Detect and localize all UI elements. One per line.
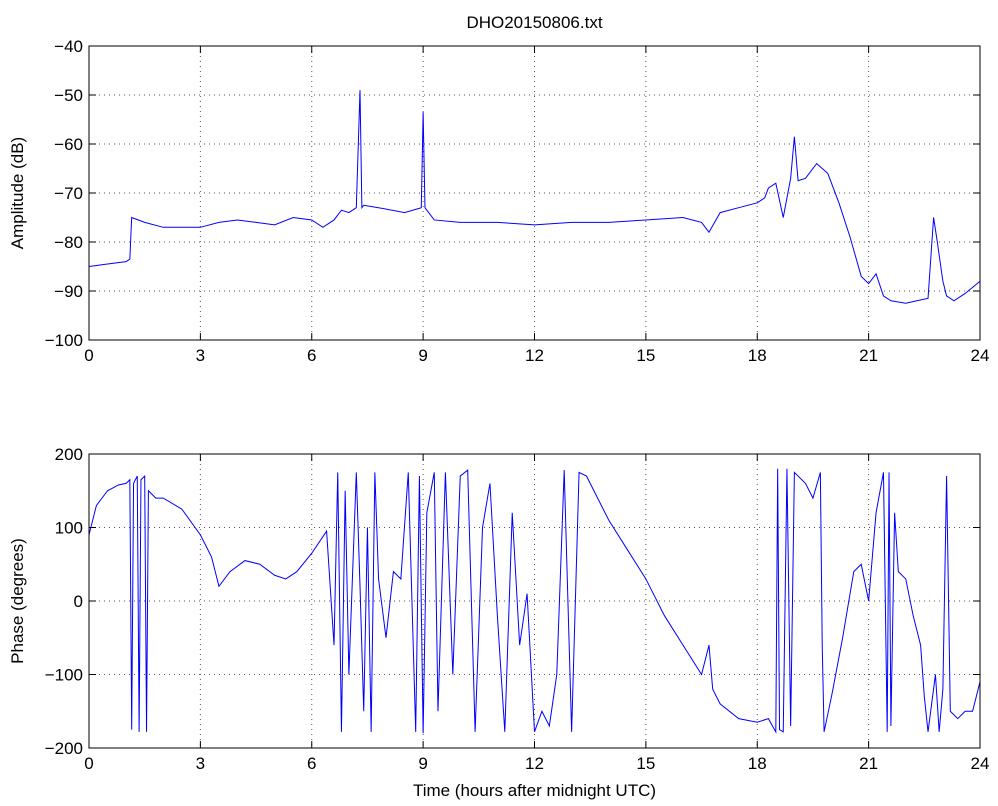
amplitude-x-tick-label: 18 (748, 346, 767, 365)
amplitude-y-tick-label: −60 (54, 135, 83, 154)
phase-x-tick-label: 21 (859, 754, 878, 773)
amplitude-x-tick-label: 12 (525, 346, 544, 365)
phase-series-line (88, 468, 981, 734)
phase-y-tick-label: 200 (55, 445, 83, 464)
chart-title: DHO20150806.txt (466, 13, 602, 32)
phase-x-tick-label: 18 (748, 754, 767, 773)
amplitude-x-tick-label: 3 (196, 346, 205, 365)
amplitude-y-tick-label: −70 (54, 184, 83, 203)
phase-y-tick-label: −100 (45, 666, 83, 685)
phase-x-axis-label: Time (hours after midnight UTC) (413, 781, 656, 800)
phase-x-tick-label: 0 (84, 754, 93, 773)
phase-y-axis-label: Phase (degrees) (8, 538, 27, 664)
phase-panel: 0 3 6 9 12 15 18 21 24 −200 −100 0 100 200 (45, 445, 990, 773)
amplitude-panel: 0 3 6 9 12 15 18 21 24 −100 −90 −80 −70 −60 −50 −40 (45, 37, 990, 365)
amplitude-y-tick-label: −100 (45, 331, 83, 350)
phase-x-tick-label: 15 (636, 754, 655, 773)
phase-x-tick-label: 3 (196, 754, 205, 773)
amplitude-y-tick-label: −40 (54, 37, 83, 56)
amplitude-x-tick-label: 6 (307, 346, 316, 365)
amplitude-y-tick-label: −50 (54, 86, 83, 105)
amplitude-series-line (88, 90, 981, 304)
phase-x-tick-label: 24 (971, 754, 990, 773)
phase-x-tick-label: 9 (418, 754, 427, 773)
phase-x-tick-label: 6 (307, 754, 316, 773)
amplitude-y-tick-label: −90 (54, 282, 83, 301)
amplitude-x-tick-label: 21 (859, 346, 878, 365)
phase-y-tick-label: −200 (45, 739, 83, 758)
amplitude-x-tick-label: 15 (636, 346, 655, 365)
amplitude-x-tick-label: 24 (971, 346, 990, 365)
phase-x-tick-label: 12 (525, 754, 544, 773)
amplitude-y-tick-label: −80 (54, 233, 83, 252)
amplitude-y-axis-label: Amplitude (dB) (8, 137, 27, 249)
amplitude-x-tick-label: 9 (418, 346, 427, 365)
amplitude-x-tick-label: 0 (84, 346, 93, 365)
phase-y-tick-label: 100 (55, 519, 83, 538)
phase-y-tick-label: 0 (74, 592, 83, 611)
